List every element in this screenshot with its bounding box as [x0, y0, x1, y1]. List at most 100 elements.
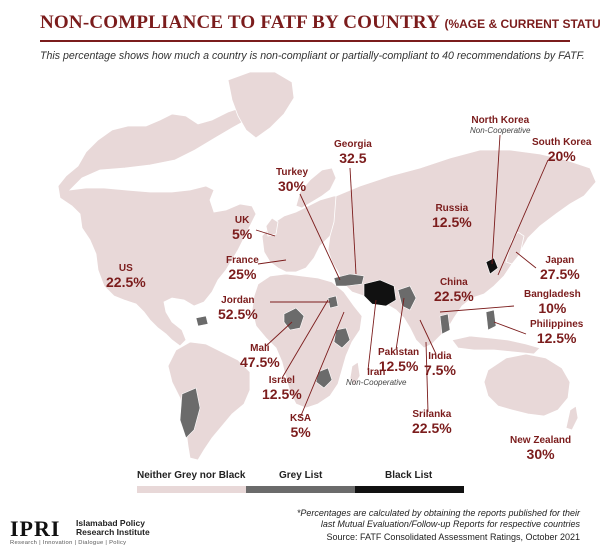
footnote-line2: last Mutual Evaluation/Follow-up Reports…	[320, 519, 580, 530]
label-israel: Israel 12.5%	[262, 375, 302, 402]
leader-ksa	[299, 311, 345, 419]
leader-pakistan	[395, 297, 405, 351]
grey-southern-africa-region	[315, 367, 333, 389]
grey-east-africa-region	[333, 327, 351, 349]
country-name: Pakistan	[378, 347, 420, 358]
label-russia: Russia 12.5%	[432, 203, 472, 230]
leader-mali	[265, 321, 293, 347]
black-north-korea-region	[485, 257, 499, 275]
greenland-landmass	[227, 71, 295, 139]
leader-india	[419, 319, 437, 355]
country-value: 12.5%	[262, 385, 302, 402]
country-value: 22.5%	[106, 273, 146, 290]
leader-france	[257, 259, 287, 265]
black-iran-region	[363, 279, 397, 307]
label-south-korea: South Korea 20%	[532, 137, 591, 164]
country-name: Israel	[268, 375, 295, 386]
leader-srilanka	[425, 341, 429, 413]
legend-label-black: Black List	[385, 470, 433, 481]
country-name: US	[118, 263, 133, 274]
leader-uk	[255, 229, 276, 237]
country-value: 47.5%	[240, 353, 280, 370]
title-divider	[40, 40, 570, 42]
country-name: Georgia	[334, 139, 372, 150]
country-value: 5%	[232, 225, 253, 242]
label-uk: UK 5%	[232, 215, 253, 242]
legend-swatch-grey	[246, 486, 355, 493]
country-name: Philippines	[530, 319, 584, 330]
logo-name-line1: Islamabad Policy	[76, 518, 145, 528]
scandinavia-landmass	[295, 167, 337, 209]
new-zealand-landmass	[565, 405, 579, 431]
country-name: Mali	[250, 343, 270, 354]
country-value: 12.5%	[432, 213, 472, 230]
footnote: *Percentages are calculated by obtaining…	[297, 508, 580, 531]
label-north-korea: North Korea Non-Cooperative	[470, 115, 531, 135]
country-value: 32.5	[339, 149, 367, 166]
subtitle: This percentage shows how much a country…	[40, 50, 585, 62]
label-japan: Japan 27.5%	[540, 255, 580, 281]
leader-israel	[281, 299, 329, 379]
australia-landmass	[483, 353, 571, 417]
grey-caribbean-region	[195, 315, 209, 327]
label-iran: Iran Non-Cooperative	[346, 367, 406, 387]
country-value: 20%	[547, 147, 576, 164]
legend-swatch-black	[355, 486, 464, 493]
country-value: 30%	[526, 445, 555, 462]
leader-turkey	[299, 193, 341, 281]
leader-georgia	[349, 167, 357, 275]
label-ksa: KSA 5%	[290, 413, 312, 440]
label-georgia: Georgia 32.5	[334, 139, 372, 166]
logo-name: Islamabad Policy Research Institute	[76, 518, 150, 538]
country-name: Iran	[367, 367, 386, 378]
leader-bangladesh	[439, 305, 515, 313]
country-name: KSA	[290, 413, 312, 424]
label-france: France 25%	[226, 255, 259, 282]
country-value: 25%	[228, 265, 257, 282]
legend-swatch-neither	[137, 486, 246, 493]
logo-mark: IPRI	[10, 516, 61, 541]
legend-label-neither: Neither Grey nor Black	[137, 470, 246, 481]
country-name: Russia	[435, 203, 469, 214]
label-china: China 22.5%	[434, 277, 474, 304]
country-name: Srilanka	[412, 409, 452, 420]
country-value: 12.5%	[378, 357, 419, 374]
leader-south-korea	[497, 159, 549, 276]
leader-philippines	[493, 321, 527, 335]
country-value: 22.5%	[412, 419, 452, 436]
label-us: US 22.5%	[106, 263, 146, 290]
page-title: NON-COMPLIANCE TO FATF BY COUNTRY	[40, 12, 441, 33]
grey-turkey-region	[333, 273, 365, 287]
country-value: 22.5%	[434, 287, 474, 304]
grey-philippines-region	[485, 309, 497, 331]
label-pakistan: Pakistan 12.5%	[378, 347, 420, 374]
country-name: France	[226, 255, 259, 266]
country-value: 30%	[278, 177, 307, 194]
country-value: 5%	[290, 423, 311, 440]
country-name: Japan	[545, 255, 575, 266]
ipri-logo: IPRI Islamabad Policy Research Institute…	[10, 516, 150, 546]
country-name: Bangladesh	[524, 289, 581, 300]
label-jordan: Jordan 52.5%	[218, 295, 258, 322]
country-value: 52.5%	[218, 305, 258, 322]
label-india: India 7.5%	[424, 351, 456, 378]
source-citation: Source: FATF Consolidated Assessment Rat…	[326, 532, 580, 542]
north-america-landmass	[57, 105, 259, 347]
country-status: Non-Cooperative	[470, 125, 531, 135]
label-srilanka: Srilanka 22.5%	[412, 409, 452, 436]
country-name: Turkey	[276, 167, 309, 178]
label-bangladesh: Bangladesh 10%	[524, 289, 581, 315]
label-philippines: Philippines 12.5%	[530, 319, 584, 345]
country-name: North Korea	[471, 115, 530, 126]
africa-landmass	[251, 273, 363, 409]
madagascar-landmass	[349, 361, 361, 387]
country-name: Jordan	[221, 295, 255, 306]
country-value: 7.5%	[424, 361, 456, 378]
indonesia-landmass	[451, 335, 541, 355]
leader-iran	[367, 299, 377, 371]
country-name: China	[439, 277, 468, 288]
grey-myanmar-region	[439, 313, 451, 335]
title-suffix: (%AGE & CURRENT STATUS)	[444, 17, 600, 31]
country-name: New Zealand	[510, 435, 572, 446]
